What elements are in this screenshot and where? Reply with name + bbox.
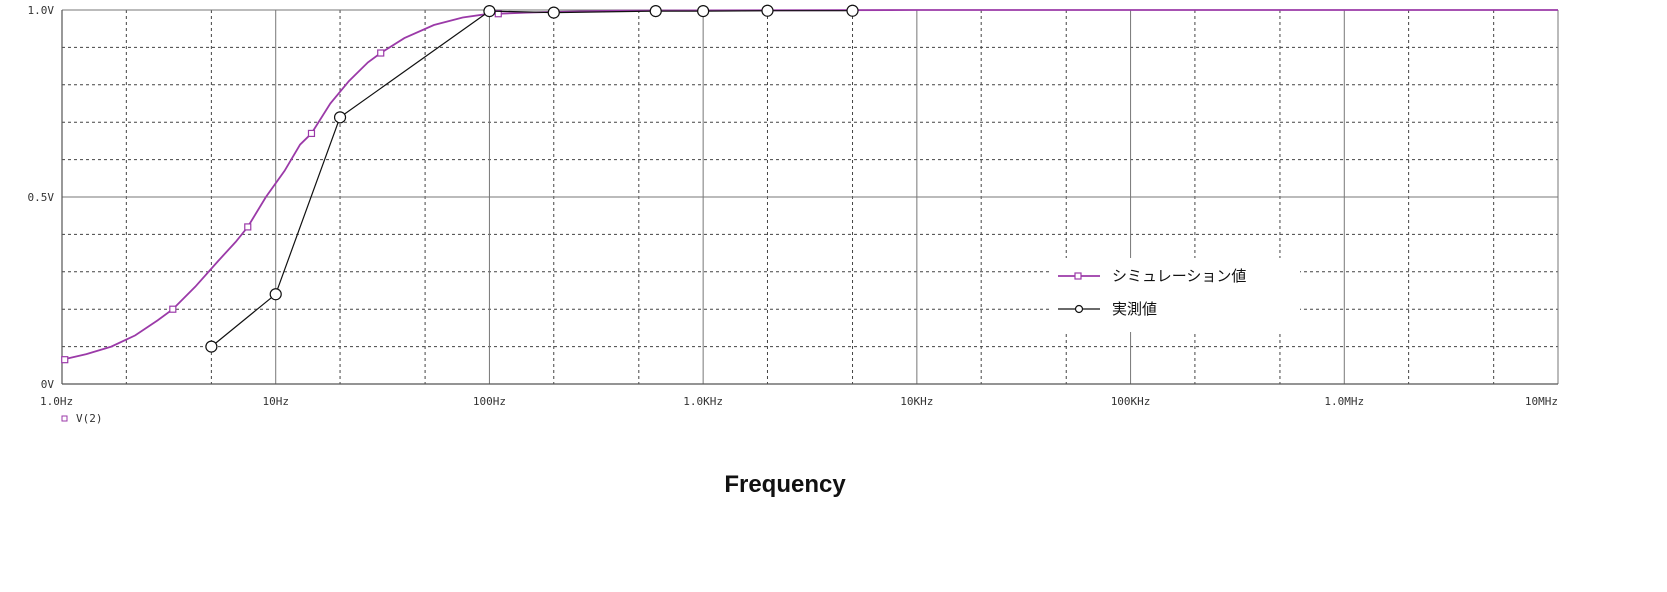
- data-point-square: [307, 129, 316, 138]
- data-point-square: [377, 49, 385, 57]
- data-point-square: [61, 356, 69, 364]
- x-axis-label: Frequency: [724, 471, 846, 498]
- trace-label: V(2): [76, 412, 103, 425]
- data-point-circle: [205, 340, 218, 353]
- data-point-circle: [547, 6, 560, 19]
- x-tick-label: 10MHz: [1525, 395, 1558, 408]
- legend-entry-label: 実測値: [1112, 300, 1157, 318]
- data-point-circle: [649, 5, 662, 18]
- trace-label-group: V(2): [61, 412, 103, 425]
- axes: 1.0Hz 10Hz 100Hz 1.0KHz 10KHz 100KHz 1.0MHz 10M…: [28, 4, 1558, 408]
- x-tick-label: 100KHz: [1111, 395, 1151, 408]
- series-line-2: [211, 10, 853, 348]
- data-point-circle: [846, 4, 859, 17]
- x-tick-label: 100Hz: [473, 395, 506, 408]
- series-line-1: [61, 9, 1558, 361]
- data-point-circle: [761, 4, 774, 17]
- legend-swatch-circle: [1074, 304, 1084, 314]
- data-point-circle: [333, 111, 347, 124]
- legend-swatch-square: [1074, 272, 1082, 280]
- legend-entry-label: シミュレーション値: [1112, 267, 1246, 285]
- data-point-circle: [697, 5, 710, 18]
- x-tick-label: 1.0MHz: [1324, 395, 1364, 408]
- y-tick-label: 0V: [41, 378, 55, 391]
- legend-box: [1050, 258, 1300, 332]
- x-tick-label: 10KHz: [900, 395, 933, 408]
- trace-marker-square: [61, 415, 68, 422]
- x-tick-label: 1.0KHz: [683, 395, 723, 408]
- data-point-square: [169, 305, 177, 313]
- x-tick-label: 1.0Hz: [40, 395, 73, 408]
- data-point-square: [244, 223, 252, 231]
- x-tick-label: 10Hz: [262, 395, 289, 408]
- y-tick-label: 1.0V: [28, 4, 55, 17]
- grid: [61, 9, 1559, 385]
- data-point-circle: [483, 5, 496, 18]
- series-group: [61, 4, 1558, 364]
- y-tick-label: 0.5V: [28, 191, 55, 204]
- data-point-circle: [269, 288, 282, 301]
